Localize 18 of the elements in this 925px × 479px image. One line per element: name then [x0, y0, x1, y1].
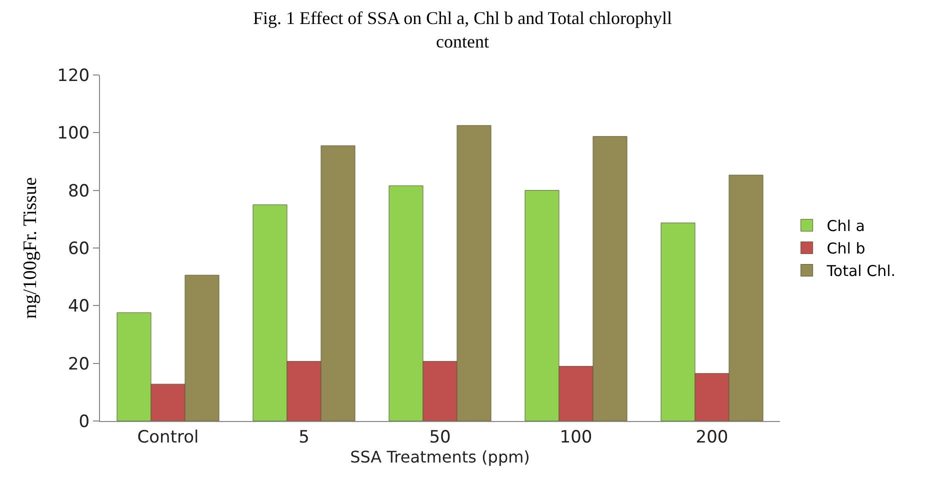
y-tick-label: 20 — [68, 354, 90, 374]
x-tick-label: 50 — [429, 427, 451, 448]
legend-label: Total Chl. — [826, 262, 896, 280]
y-tick-label: 80 — [68, 181, 90, 202]
y-tick-label: 100 — [57, 124, 90, 144]
legend-label: Chl b — [826, 240, 866, 258]
y-tick-label: 120 — [57, 66, 90, 86]
x-tick-label: 200 — [696, 427, 728, 448]
x-tick-label: 100 — [560, 427, 592, 448]
y-tick-label: 0 — [78, 412, 90, 432]
y-tick-label: 60 — [68, 238, 90, 259]
x-tick-label: 5 — [298, 427, 310, 448]
y-axis-title: mg/100gFr. Tissue — [20, 177, 41, 319]
x-axis-title: SSA Treatments (ppm) — [350, 447, 530, 466]
y-tick-label: 40 — [68, 296, 90, 317]
chart-title: Fig. 1 Effect of SSA on Chl a, Chl b and Total chlorophyll content — [252, 8, 672, 52]
legend-label: Chl a — [826, 217, 865, 236]
x-tick-label: Control — [137, 427, 199, 448]
